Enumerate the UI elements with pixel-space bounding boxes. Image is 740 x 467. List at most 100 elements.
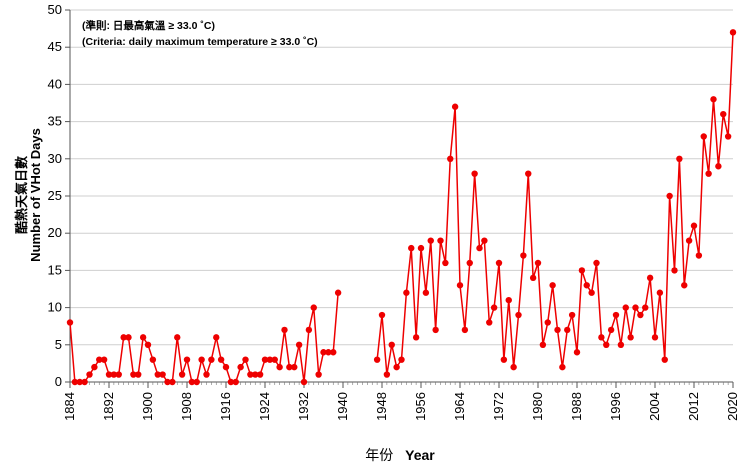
data-point-1966: [466, 259, 473, 267]
y-tick-label-5: 5: [55, 337, 62, 352]
data-point-1951: [393, 363, 400, 371]
data-point-1973: [500, 356, 508, 363]
data-point-2020: [729, 29, 737, 36]
data-point-2018: [720, 110, 727, 118]
data-point-1910: [193, 378, 200, 386]
data-point-2015: [705, 170, 712, 177]
x-tick-label-1924: 1924: [257, 392, 272, 421]
series-line-2: [376, 32, 734, 375]
data-point-1888: [86, 371, 93, 378]
data-point-1902: [154, 371, 161, 378]
data-point-1912: [203, 371, 210, 378]
data-point-1901: [149, 356, 157, 363]
data-point-1931: [295, 341, 303, 348]
data-point-1962: [447, 155, 454, 162]
y-tick-label-35: 35: [48, 114, 62, 129]
data-point-1997: [617, 341, 625, 348]
data-point-1980: [534, 259, 542, 267]
data-point-1977: [520, 252, 527, 259]
data-point-2001: [637, 311, 644, 319]
data-point-2010: [681, 282, 688, 289]
data-point-1905: [169, 378, 176, 386]
data-point-1894: [115, 371, 122, 378]
data-point-2005: [656, 289, 664, 296]
data-point-1994: [603, 341, 610, 348]
data-point-1959: [432, 326, 439, 334]
data-point-1953: [403, 289, 410, 296]
data-point-1972: [495, 259, 503, 267]
data-point-1885: [71, 378, 79, 386]
x-tick-label-1892: 1892: [101, 392, 116, 421]
axes: [65, 9, 734, 388]
y-tick-label-40: 40: [48, 76, 62, 91]
data-point-2000: [632, 304, 639, 311]
x-tick-label-1884: 1884: [62, 392, 77, 421]
data-point-1988: [573, 349, 581, 356]
y-tick-label-30: 30: [48, 151, 62, 166]
data-point-1954: [408, 244, 415, 252]
data-point-1924: [261, 356, 269, 363]
data-point-1989: [578, 267, 586, 274]
data-point-1960: [437, 237, 444, 244]
data-point-1925: [266, 356, 274, 363]
data-point-1895: [120, 334, 127, 341]
data-point-1900: [144, 341, 152, 348]
x-tick-label-1916: 1916: [218, 392, 233, 421]
x-tick-label-1956: 1956: [413, 392, 428, 421]
data-point-1914: [213, 334, 220, 341]
data-point-1933: [305, 326, 313, 334]
x-tick-label-1908: 1908: [179, 392, 194, 421]
data-point-1935: [315, 371, 322, 378]
y-axis-title-en: Number of VHot Days: [28, 128, 43, 262]
y-tick-label-50: 50: [48, 2, 62, 17]
x-tick-label-2020: 2020: [725, 392, 740, 421]
data-point-1927: [276, 363, 283, 371]
y-tick-label-15: 15: [48, 262, 62, 277]
data-point-1974: [505, 296, 512, 304]
data-point-1958: [427, 237, 434, 244]
data-point-1919: [237, 363, 244, 371]
y-tick-labels: 0 5 10 15 20 25 30 35 40 45 50: [48, 2, 62, 389]
data-point-1961: [442, 259, 449, 267]
data-point-2008: [671, 267, 678, 274]
data-point-1903: [159, 371, 166, 378]
data-point-1936: [320, 349, 327, 356]
x-tick-labels: 1884 1892 1900 1908 1916 1924 1932 1940 1948 1956…: [62, 392, 740, 421]
data-point-1893: [110, 371, 118, 378]
data-point-2009: [676, 155, 683, 162]
data-point-1967: [471, 170, 478, 177]
gridlines: [70, 9, 733, 346]
x-axis-title-zh: 年份: [365, 447, 393, 463]
data-point-1998: [622, 304, 629, 311]
data-point-1938: [330, 349, 337, 356]
data-point-1982: [544, 319, 551, 326]
data-point-1922: [252, 371, 259, 378]
data-point-1948: [378, 311, 386, 319]
data-point-1990: [583, 282, 590, 289]
data-point-1934: [310, 304, 317, 311]
data-point-1985: [559, 363, 566, 371]
data-point-1949: [383, 371, 391, 378]
y-tick-label-45: 45: [48, 39, 62, 54]
data-point-1986: [564, 326, 571, 334]
data-point-1932: [300, 378, 308, 386]
data-point-1907: [178, 371, 186, 378]
x-tick-label-1948: 1948: [374, 392, 389, 421]
y-tick-label-20: 20: [48, 225, 62, 240]
data-point-2019: [724, 133, 732, 140]
x-tick-label-1900: 1900: [140, 392, 155, 421]
data-point-1955: [412, 334, 420, 341]
x-tick-label-1932: 1932: [296, 392, 311, 421]
data-point-1964: [456, 282, 464, 289]
y-axis-title: 酷熱天氣日數 Number of VHot Days: [14, 128, 43, 262]
x-tick-label-2004: 2004: [647, 392, 662, 421]
series-line-1: [69, 292, 339, 383]
data-point-1906: [174, 334, 181, 341]
x-axis-title: 年份 Year: [365, 447, 435, 463]
series-points: [66, 29, 737, 386]
x-tick-label-1996: 1996: [608, 392, 623, 421]
data-point-1957: [422, 289, 430, 296]
data-point-1896: [125, 334, 132, 341]
data-point-1965: [461, 326, 469, 334]
